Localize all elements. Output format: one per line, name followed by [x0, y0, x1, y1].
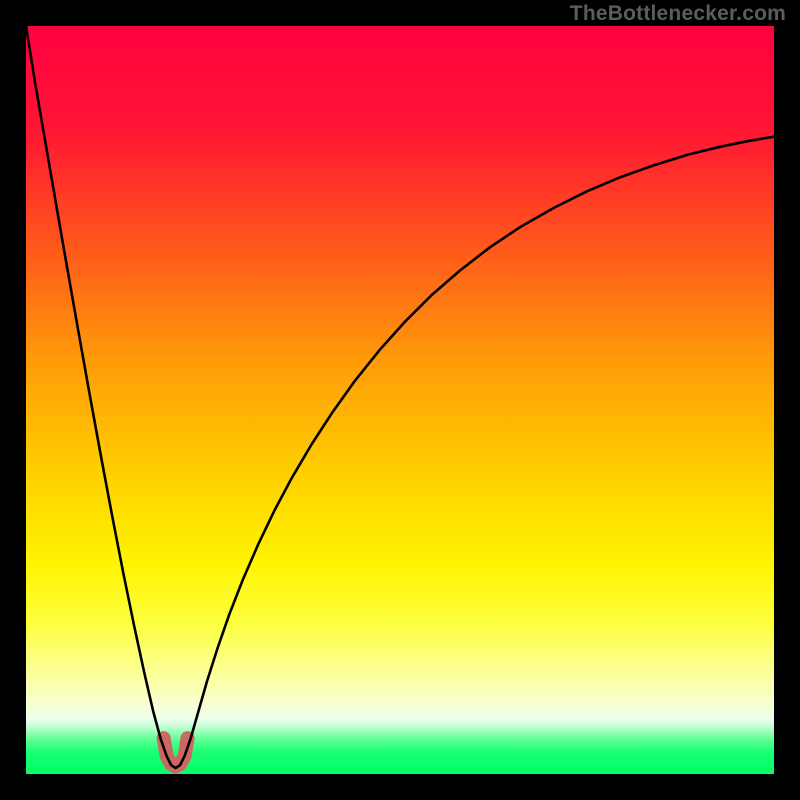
plot-area — [26, 26, 774, 774]
plot-svg — [26, 26, 774, 774]
gradient-fill-rect — [26, 26, 774, 774]
watermark-text: TheBottlenecker.com — [570, 2, 786, 26]
